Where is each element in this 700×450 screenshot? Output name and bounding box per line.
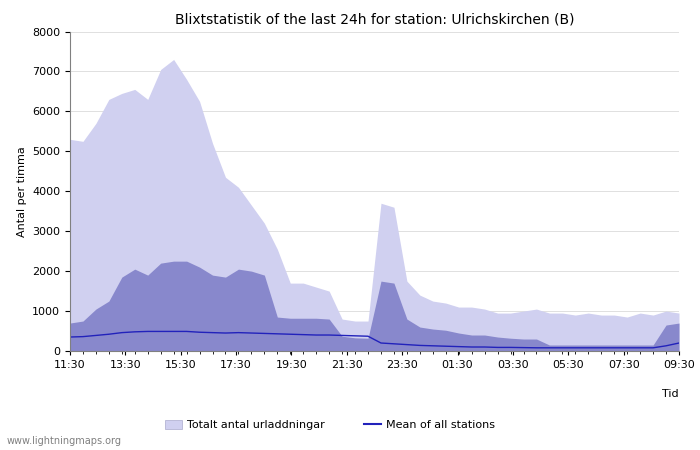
Text: Tid: Tid [662, 389, 679, 399]
Legend: Detected strokes station Ulrichskirchen (B): Detected strokes station Ulrichskirchen … [161, 447, 431, 450]
Y-axis label: Antal per timma: Antal per timma [17, 146, 27, 237]
Title: Blixtstatistik of the last 24h for station: Ulrichskirchen (B): Blixtstatistik of the last 24h for stati… [175, 12, 574, 26]
Text: www.lightningmaps.org: www.lightningmaps.org [7, 436, 122, 446]
